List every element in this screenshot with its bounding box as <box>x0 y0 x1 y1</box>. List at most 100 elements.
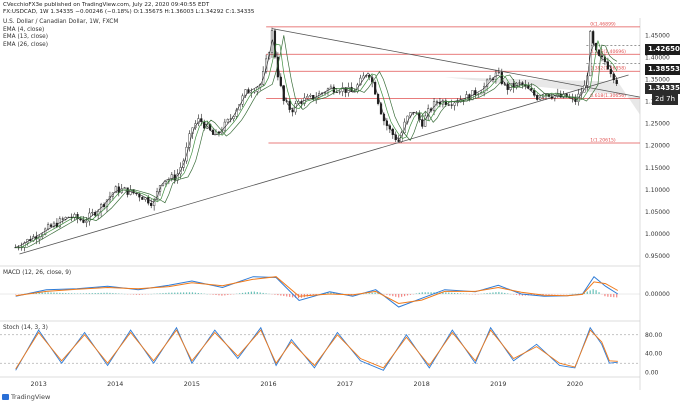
legend-ema4: EMA (4, close) <box>3 26 45 33</box>
macd-hist-bar <box>238 293 241 294</box>
stoch-d-line <box>15 329 618 370</box>
macd-hist-bar <box>253 291 255 294</box>
macd-hist-bar <box>451 292 453 294</box>
macd-hist-bar <box>247 292 250 294</box>
macd-legend: MACD (12, 26, close, 9) <box>3 270 72 276</box>
macd-hist-bar <box>292 294 294 298</box>
candle-body <box>147 197 150 204</box>
macd-hist-bar <box>448 292 450 294</box>
candle-body <box>385 120 389 126</box>
macd-hist-bar <box>171 292 173 294</box>
macd-tick-0: 0.00000 <box>645 291 670 298</box>
price-box-1-38553: 1.38553 <box>645 64 680 75</box>
macd-hist-bar <box>71 293 73 294</box>
macd-hist-bar <box>262 292 264 294</box>
macd-hist-bar <box>595 290 597 294</box>
macd-hist-bar <box>545 294 547 295</box>
candle-body <box>483 86 486 93</box>
price-tick-7: 1.10000 <box>645 187 670 194</box>
macd-hist-bar <box>374 292 376 294</box>
macd-hist-bar <box>138 294 141 295</box>
macd-hist-bar <box>88 293 90 294</box>
candle-body <box>553 95 556 99</box>
candle-body <box>435 101 439 103</box>
macd-hist-bar <box>79 293 82 294</box>
macd-hist-bar <box>68 293 70 294</box>
candle-body <box>589 31 592 77</box>
candle-body <box>323 92 327 94</box>
macd-hist-bar <box>294 294 297 298</box>
footer-brand: TradingView <box>11 393 51 401</box>
macd-hist-bar <box>183 292 185 294</box>
publish-line: CVecchioFX3e published on TradingView.co… <box>3 2 210 8</box>
rising-trendline <box>19 74 629 255</box>
candle-body <box>609 68 612 75</box>
macd-hist-bar <box>592 289 594 294</box>
macd-hist-bar <box>330 292 332 294</box>
candle-body <box>123 187 126 189</box>
macd-hist-bar <box>194 292 196 294</box>
macd-hist-bar <box>165 292 167 294</box>
macd-hist-bar <box>162 293 164 294</box>
macd-hist-bar <box>403 294 406 297</box>
candle-body <box>61 218 64 220</box>
footer: TradingView <box>2 393 50 401</box>
signal-line <box>15 276 619 305</box>
macd-hist-bar <box>38 292 40 294</box>
candle-body <box>424 115 427 127</box>
candle-body <box>141 196 144 200</box>
candle-body <box>338 91 341 93</box>
macd-hist-bar <box>501 292 503 294</box>
macd-hist-bar <box>327 292 329 294</box>
macd-hist-bar <box>112 293 114 294</box>
macd-hist-bar <box>518 294 521 296</box>
candle-body <box>456 101 459 104</box>
candle-body <box>335 92 338 94</box>
candle-body <box>536 95 539 100</box>
candle-body <box>530 88 533 91</box>
macd-pane <box>0 275 640 308</box>
fib-label-3: 0.618(1.30656) <box>590 93 626 99</box>
candle-body <box>291 109 294 113</box>
stoch-k-line <box>15 326 618 371</box>
price-tick-0: 1.45000 <box>645 32 670 39</box>
candle-body <box>353 91 356 93</box>
stoch-pane <box>0 326 640 371</box>
macd-hist-bar <box>168 292 170 294</box>
candle-body <box>91 212 94 214</box>
macd-hist-bar <box>406 294 409 296</box>
macd-hist-bar <box>280 294 282 296</box>
time-tick-4: 2017 <box>337 380 353 388</box>
macd-hist-bar <box>177 292 179 294</box>
candle-body <box>421 119 424 127</box>
candle-body <box>450 104 453 106</box>
macd-hist-bar <box>221 294 223 296</box>
macd-hist-bar <box>445 292 447 294</box>
macd-hist-bar <box>103 292 105 294</box>
macd-hist-bar <box>274 294 276 295</box>
stoch-legend: Stoch (14, 3, 3) <box>3 325 48 331</box>
macd-hist-bar <box>542 294 544 295</box>
candle-body <box>550 96 554 99</box>
macd-hist-bar <box>551 294 553 295</box>
macd-hist-bar <box>583 292 585 294</box>
macd-hist-bar <box>94 293 96 294</box>
channel-shading <box>444 77 640 115</box>
ema-26-line <box>15 35 618 248</box>
macd-hist-bar <box>230 294 232 295</box>
macd-hist-bar <box>215 294 217 295</box>
time-tick-7: 2020 <box>567 380 583 388</box>
candle-body <box>170 174 173 180</box>
macd-hist-bar <box>498 291 500 294</box>
price-tick-4: 1.25000 <box>645 121 670 128</box>
macd-line <box>15 275 619 308</box>
candle-body <box>615 79 618 84</box>
macd-hist-bar <box>616 294 618 298</box>
candle-body <box>474 90 477 96</box>
macd-hist-bar <box>118 293 120 294</box>
candle-body <box>164 181 168 185</box>
macd-hist-bar <box>53 292 55 294</box>
candle-body <box>309 95 312 97</box>
macd-hist-bar <box>289 294 291 297</box>
legend-ema26: EMA (26, close) <box>3 41 48 48</box>
